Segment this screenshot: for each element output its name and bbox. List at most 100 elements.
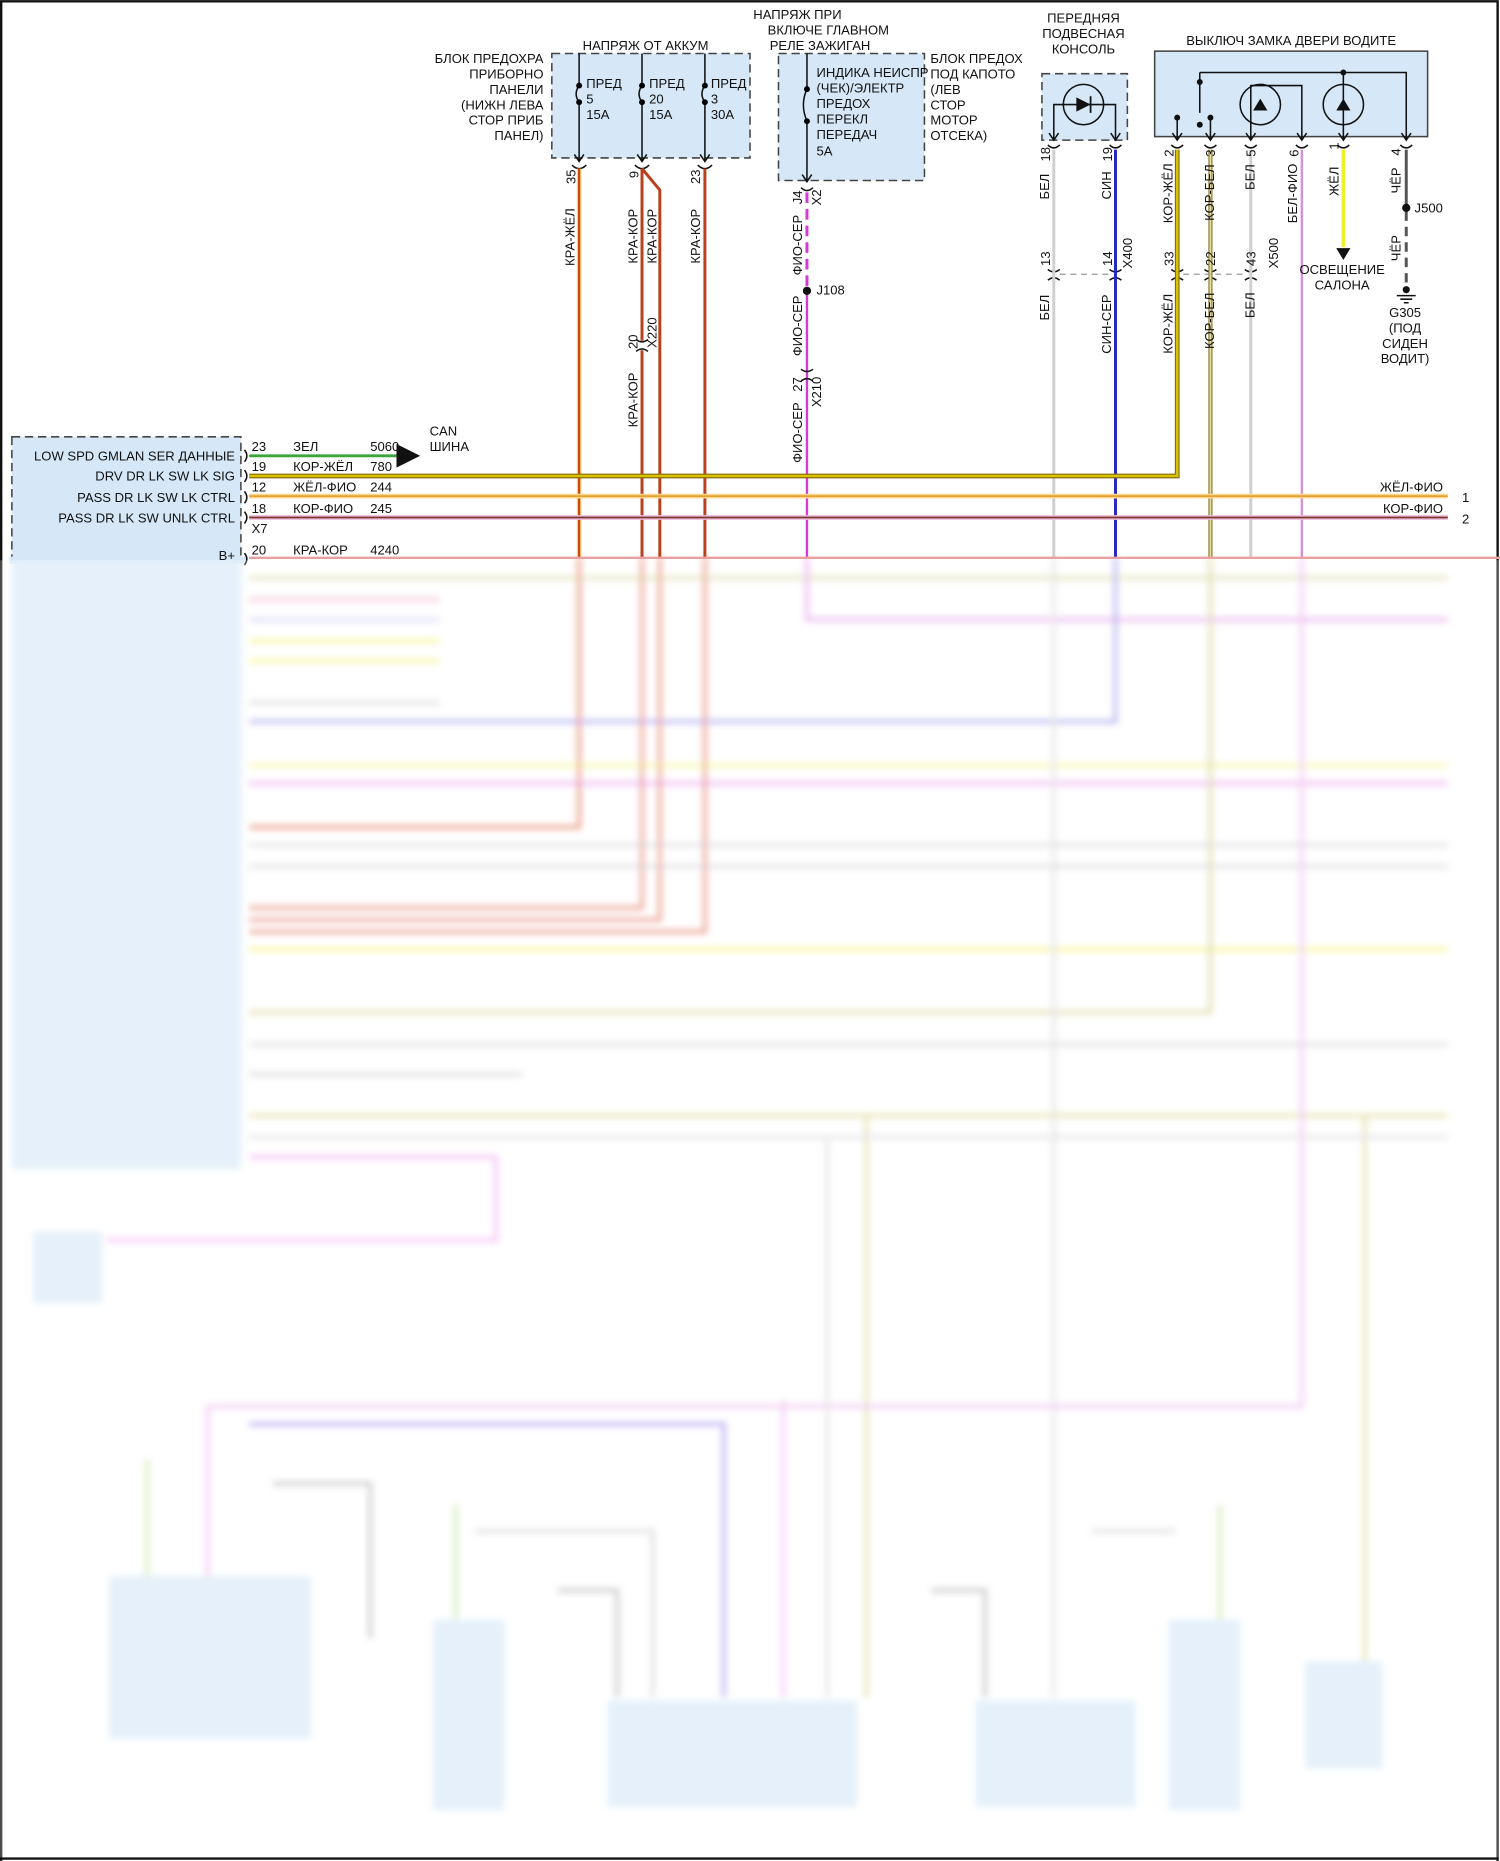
ignition-supply-title: РЕЛЕ ЗАЖИГАН — [770, 38, 871, 53]
body-control-module: LOW SPD GMLAN SER ДАННЫЕ DRV DR LK SW LK… — [9, 436, 399, 566]
wire-color-label: ЖЁЛ-ФИО — [1380, 479, 1443, 494]
fuse-block-ip-label: ПРИБОРНО — [469, 66, 543, 81]
ignition-supply-title: НАПРЯЖ ПРИ — [753, 7, 841, 22]
interior-lighting-label: ОСВЕЩЕНИЕ — [1299, 262, 1385, 277]
wire-color-label: СИН — [1099, 171, 1114, 199]
fuse-block-uh-label: БЛОК ПРЕДОХ — [930, 51, 1023, 66]
ground-location: СИДЕН — [1382, 336, 1428, 351]
circuit-number: 245 — [370, 501, 392, 516]
fuse-block-uh-label: МОТОР — [930, 113, 978, 128]
wire-kra-kor-23: 23 КРА-КОР — [688, 164, 713, 558]
pin-number: 22 — [1203, 251, 1218, 266]
pin-number: 18 — [252, 501, 267, 516]
console-title: ПОДВЕСНАЯ — [1042, 26, 1124, 41]
interior-lighting-label: САЛОНА — [1315, 278, 1370, 293]
connector-label: X210 — [809, 377, 824, 407]
splice-j500 — [1402, 203, 1411, 212]
fuse-block-ip-box — [551, 52, 751, 159]
pin-number: 9 — [626, 171, 641, 178]
wire-color-label: СИН-СЕР — [1099, 294, 1114, 354]
wire-color-label: КОР-ФИО — [293, 501, 353, 516]
fuse-3: ПРЕД 3 30A — [699, 53, 747, 163]
wire-bel-5: 5 БЕЛ 43 X500 БЕЛ — [1242, 144, 1281, 558]
fuse-block-uh-label: (ЛЕВ — [930, 82, 961, 97]
wire-color-label: КРА-ЖЁЛ — [562, 208, 577, 266]
pin-number: 27 — [790, 377, 805, 392]
wire-zhel-1: 1 ЖЁЛ ОСВЕЩЕНИЕ САЛОНА — [1299, 142, 1385, 292]
fuse-rating: 30A — [711, 107, 735, 122]
pin-number: 18 — [1038, 147, 1053, 162]
pin-number: 2 — [1162, 150, 1177, 157]
wire-color-label: ЧЁР — [1388, 235, 1403, 261]
pin-label: J4 — [790, 190, 805, 204]
bcm-signal-label: PASS DR LK SW LK CTRL — [77, 490, 235, 505]
fuse-block-ip-label: БЛОК ПРЕДОХРА — [435, 51, 544, 66]
fuse-block-ip-label: (НИЖН ЛЕВА — [461, 97, 544, 112]
pin-number: 23 — [252, 439, 267, 454]
bcm-signal-label: DRV DR LK SW LK SIG — [95, 469, 235, 484]
connector-label: X500 — [1266, 238, 1281, 268]
pin-number: 23 — [688, 170, 703, 185]
bcm-signal-label: PASS DR LK SW UNLK CTRL — [58, 510, 235, 525]
fuse-label: (ЧЕК)/ЭЛЕКТР — [816, 81, 904, 96]
battery-supply-title: НАПРЯЖ ОТ АККУМ — [583, 38, 709, 53]
wire-color-label: КОР-БЕЛ — [1202, 164, 1217, 220]
wire-bel-18: 18 БЕЛ 13 БЕЛ — [1037, 144, 1061, 558]
ground-location: ВОДИТ) — [1381, 351, 1430, 366]
ref-number: 1 — [1462, 490, 1469, 505]
can-bus-label: ШИНА — [430, 439, 470, 454]
wire-kra-kor-9: 9 КРА-КОР КРА-КОР 20 X220 КРА-КОР — [625, 164, 662, 558]
wire-color-label: КРА-КОР — [688, 208, 703, 263]
wire-kor-zhel-2: 2 КОР-ЖЁЛ 33 КОР-ЖЁЛ — [249, 144, 1184, 479]
pin-number: 13 — [1038, 251, 1053, 266]
ground-location: (ПОД — [1389, 320, 1422, 335]
connector-label: X400 — [1120, 238, 1135, 268]
wire-color-label: БЕЛ — [1037, 174, 1052, 200]
blur-overlay — [0, 560, 1500, 1858]
overhead-console: ПЕРЕДНЯЯ ПОДВЕСНАЯ КОНСОЛЬ — [1041, 11, 1129, 142]
wire-color-label: ФИО-СЕР — [790, 215, 805, 276]
connector-label: X2 — [809, 189, 824, 205]
splice-j108 — [802, 286, 812, 296]
pin-number: 4 — [1388, 148, 1403, 155]
fuse-block-uh-label: ОТСЕКА) — [930, 128, 987, 143]
pin-number: 19 — [252, 459, 267, 474]
wire-color-label: КРА-КОР — [644, 208, 659, 263]
arrow-down-icon — [1336, 248, 1351, 261]
wire-color-label: БЕЛ — [1242, 292, 1257, 318]
wire-color-label: БЕЛ — [1037, 295, 1052, 321]
pin-number: 20 — [252, 542, 267, 557]
fuse-block-uh-label: ПОД КАПОТО — [930, 66, 1015, 81]
blurred-lower-diagram — [11, 557, 1448, 1810]
wire-color-label: КОР-ЖЁЛ — [1160, 294, 1175, 354]
led-icon — [1239, 83, 1282, 126]
fuse-number: 3 — [711, 91, 718, 106]
fuse-label: ПРЕДОХ — [816, 96, 870, 111]
wire-kor-bel-3: 3 КОР-БЕЛ 22 КОР-БЕЛ — [1202, 144, 1218, 558]
pin-number: 14 — [1100, 251, 1115, 266]
can-bus-label: CAN — [430, 424, 458, 439]
fuse-label: ИНДИКА НЕИСПР — [816, 65, 928, 80]
fuse-block-ip-label: СТОР ПРИБ — [469, 113, 544, 128]
wire-color-label: КРА-КОР — [293, 542, 348, 557]
fuse-block-underhood: НАПРЯЖ ПРИ ВКЛЮЧЕ ГЛАВНОМ РЕЛЕ ЗАЖИГАН И… — [753, 7, 1023, 184]
fuse-number: 20 — [649, 91, 664, 106]
wire-color-label: КОР-ФИО — [1383, 501, 1443, 516]
console-title: ПЕРЕДНЯЯ — [1047, 11, 1120, 26]
pin-number: 35 — [564, 170, 579, 185]
pin-number: 20 — [625, 334, 640, 349]
switch-title: ВЫКЛЮЧ ЗАМКА ДВЕРИ ВОДИТЕ — [1186, 33, 1396, 48]
wire-color-label: КРА-КОР — [625, 208, 640, 263]
wire-bel-fio-6: 6 БЕЛ-ФИО — [1285, 144, 1309, 558]
fuse-rating: 15A — [586, 107, 610, 122]
pin-number: 3 — [1203, 150, 1218, 157]
fuse-label: ПЕРЕКЛ — [816, 112, 868, 127]
fuse-name: ПРЕД — [586, 76, 622, 91]
splice-label: J500 — [1415, 201, 1443, 216]
bcm-signal-label: B+ — [219, 548, 235, 563]
wire-color-label: КРА-КОР — [625, 372, 640, 427]
pin-number: 5 — [1244, 150, 1259, 157]
wire-cher-4: J500 4 ЧЁР ЧЁР G305 (ПОД СИДЕН ВОДИТ) — [1381, 144, 1443, 366]
